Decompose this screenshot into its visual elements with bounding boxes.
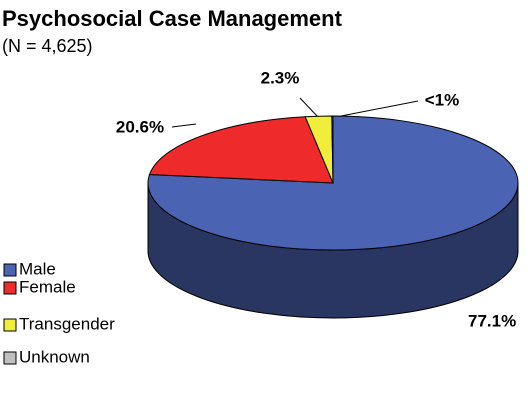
pie-slice: [148, 116, 334, 184]
pie-tops: [147, 115, 519, 251]
data-label: 20.6%: [116, 117, 164, 136]
legend-swatch: [3, 318, 17, 332]
chart-subtitle: (N = 4,625): [2, 36, 93, 56]
data-label: <1%: [425, 90, 460, 109]
legend-swatch: [3, 263, 17, 277]
pie-slice: [147, 115, 519, 251]
leader-line: [299, 97, 319, 118]
chart-title: Psychosocial Case Management: [2, 6, 343, 31]
data-label: 2.3%: [261, 68, 300, 87]
legend-label: Male: [19, 259, 56, 278]
leader-line: [171, 123, 197, 128]
leader-line: [335, 100, 419, 118]
legend-label: Transgender: [19, 314, 115, 333]
legend-label: Female: [19, 277, 76, 296]
legend-swatch: [3, 351, 17, 365]
legend-swatch: [3, 281, 17, 295]
data-label: 77.1%: [468, 311, 516, 330]
legend-label: Unknown: [19, 347, 90, 366]
pie-slice: [331, 115, 334, 184]
